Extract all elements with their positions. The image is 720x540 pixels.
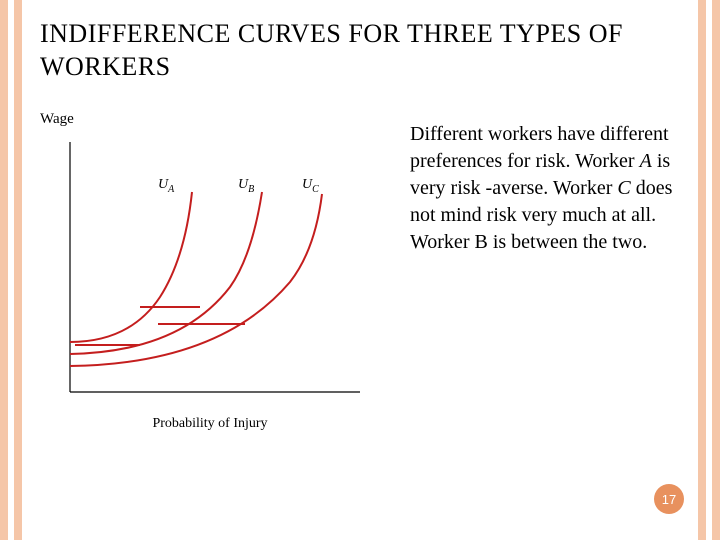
chart-column: Wage UA UB UC Probability of Injury bbox=[40, 111, 400, 432]
curve-label-UB: UB bbox=[238, 177, 254, 195]
y-axis-label: Wage bbox=[40, 111, 400, 128]
indifference-curves-chart: UA UB UC bbox=[40, 132, 390, 412]
page-number-badge: 17 bbox=[654, 484, 684, 514]
slide-content: INDIFFERENCE CURVES FOR THREE TYPES OF W… bbox=[40, 18, 680, 528]
curve-UC bbox=[70, 194, 322, 366]
slide-title: INDIFFERENCE CURVES FOR THREE TYPES OF W… bbox=[40, 18, 680, 83]
accent-stripe bbox=[14, 0, 22, 540]
curve-UB bbox=[70, 192, 262, 354]
description-column: Different workers have different prefere… bbox=[410, 111, 680, 432]
curve-UA bbox=[70, 192, 192, 342]
x-axis-label: Probability of Injury bbox=[50, 416, 370, 432]
description-text: Different workers have different prefere… bbox=[410, 121, 680, 256]
curve-label-UC: UC bbox=[302, 177, 319, 195]
body-row: Wage UA UB UC Probability of Injury Differ… bbox=[40, 111, 680, 432]
accent-stripe bbox=[0, 0, 8, 540]
curve-label-UA: UA bbox=[158, 177, 175, 195]
accent-stripe bbox=[698, 0, 706, 540]
accent-stripe bbox=[712, 0, 720, 540]
